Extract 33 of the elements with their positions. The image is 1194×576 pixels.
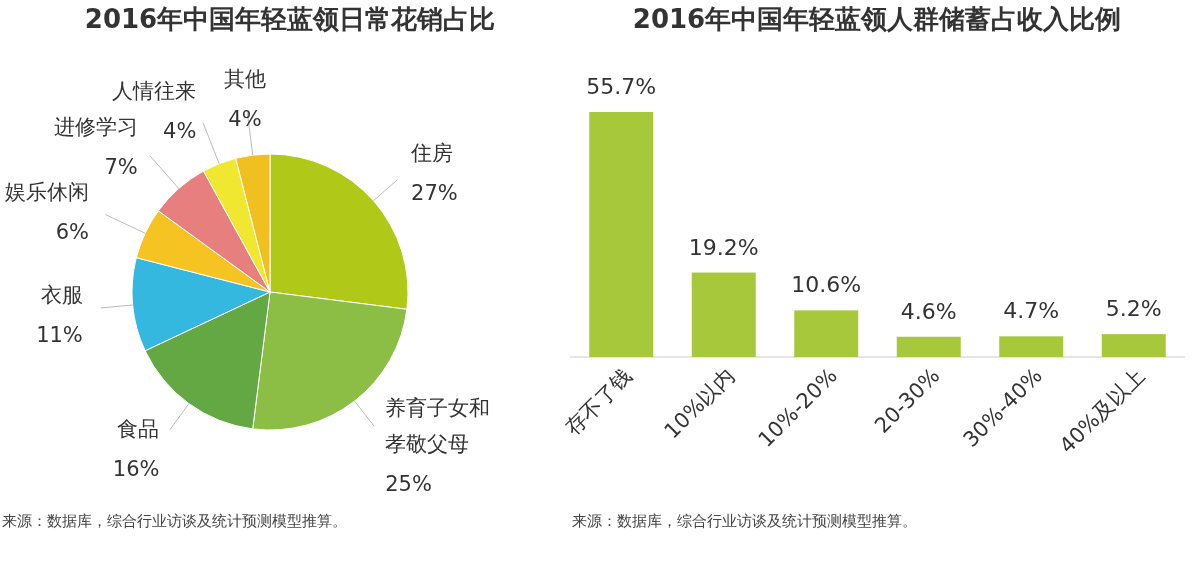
data-label: 11% [36, 322, 83, 347]
bar [794, 310, 859, 357]
slice-label: 娱乐休闲 [5, 179, 90, 204]
chart-title: 2016年中国年轻蓝领人群储蓄占收入比例 [632, 4, 1122, 34]
data-label: 55.7% [586, 74, 657, 99]
x-tick-label: 存不了钱 [560, 363, 637, 440]
source-note: 来源：数据库，综合行业访谈及统计预测模型推算。 [2, 512, 347, 530]
slice-label: 进修学习 [53, 114, 138, 139]
slice-label: 养育子女和孝敬父母 [385, 395, 491, 456]
slice-label: 其他 [223, 66, 266, 91]
slice-label: 食品 [117, 417, 160, 442]
data-label: 7% [104, 154, 138, 179]
data-label: 10.6% [791, 272, 862, 298]
data-label: 4.6% [900, 298, 957, 324]
data-label: 6% [55, 219, 90, 244]
bar [896, 336, 961, 357]
bar [589, 112, 654, 357]
slice-label: 衣服 [40, 282, 83, 307]
data-label: 4.7% [1003, 298, 1060, 324]
bar [1101, 334, 1166, 357]
data-label: 16% [112, 457, 160, 482]
data-label: 19.2% [688, 234, 759, 260]
source-note: 来源：数据库，综合行业访谈及统计预测模型推算。 [572, 512, 917, 530]
data-label: 4% [163, 119, 197, 144]
slice-label: 住房 [410, 140, 454, 165]
data-label: 5.2% [1105, 296, 1162, 322]
bar [999, 336, 1064, 357]
chart-title: 2016年中国年轻蓝领日常花销占比 [84, 4, 496, 34]
data-label: 25% [385, 471, 432, 496]
slice-label: 人情往来 [112, 79, 197, 104]
data-label: 27% [411, 180, 458, 205]
data-label: 4% [228, 106, 262, 131]
bar [691, 272, 756, 357]
